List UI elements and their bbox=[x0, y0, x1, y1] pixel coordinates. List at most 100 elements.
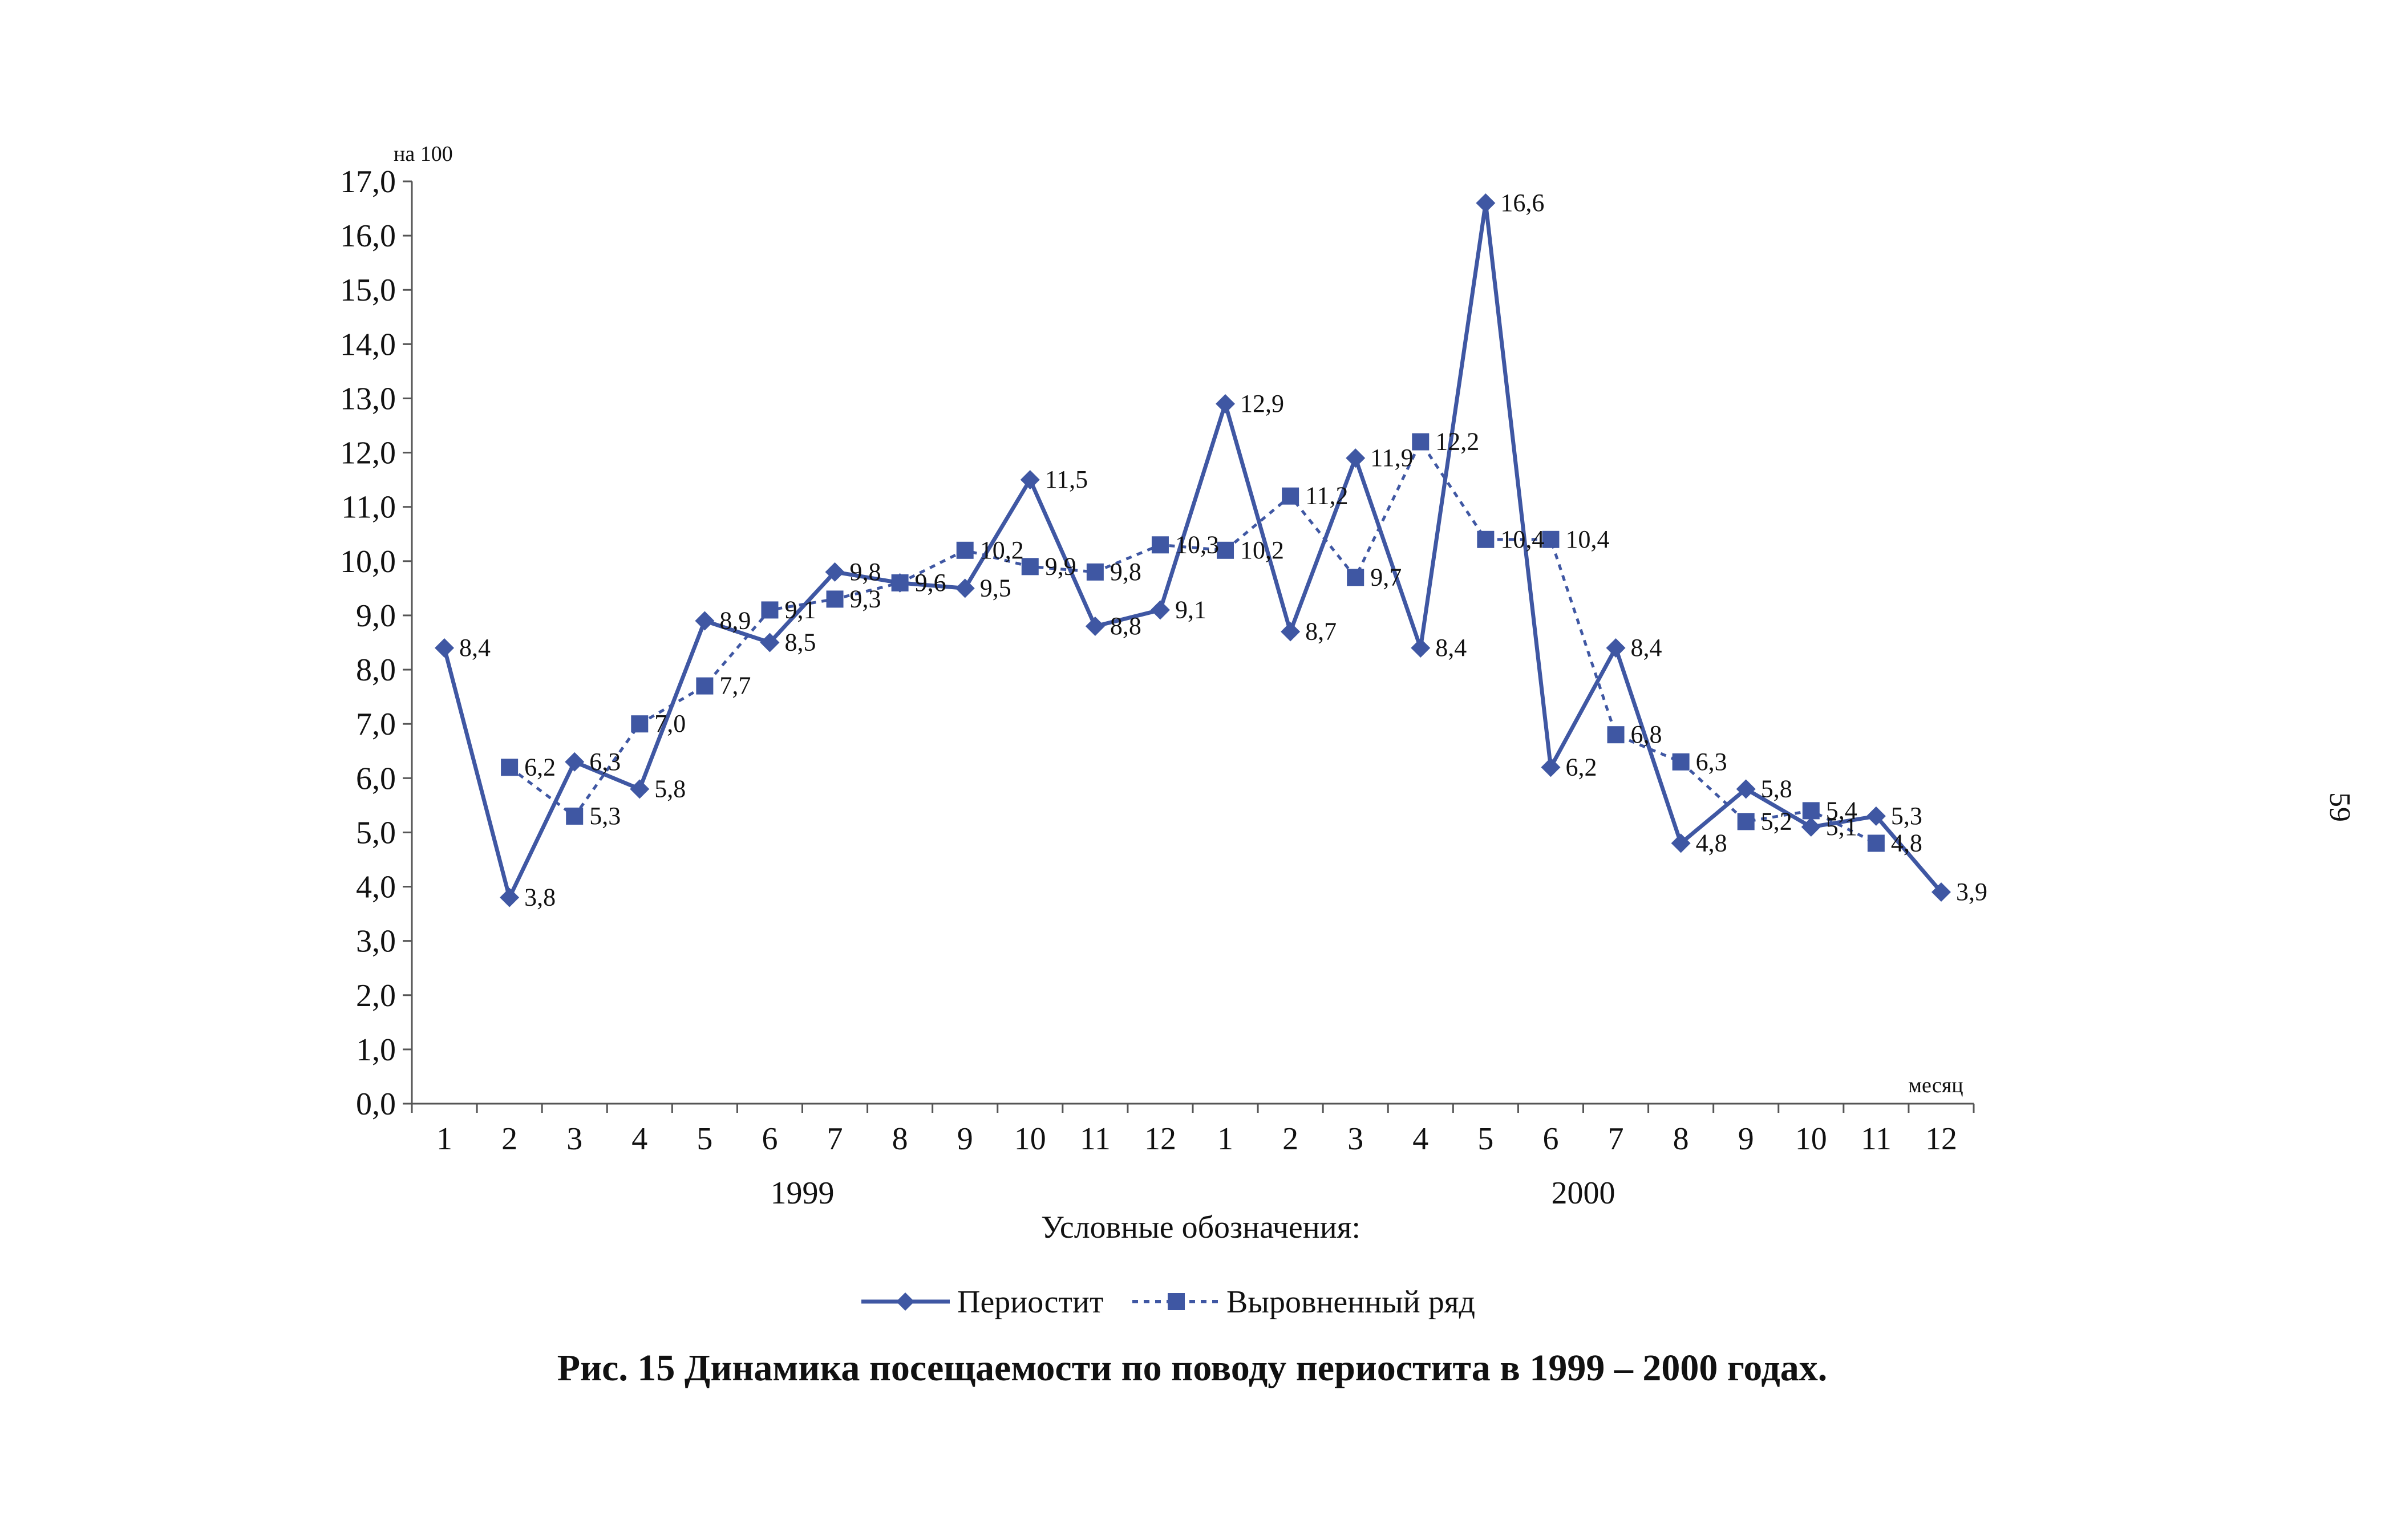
x-tick-label: 5 bbox=[697, 1121, 712, 1157]
data-label-smoothed: 11,2 bbox=[1305, 482, 1348, 510]
data-label-smoothed: 9,6 bbox=[915, 569, 946, 597]
x-tick-label: 2 bbox=[1282, 1121, 1298, 1157]
y-tick-label: 7,0 bbox=[356, 707, 396, 742]
data-label-periostitis: 5,8 bbox=[1761, 775, 1792, 803]
data-point-periostitis bbox=[435, 638, 455, 658]
x-axis-label: месяц bbox=[1908, 1073, 1963, 1097]
data-point-periostitis bbox=[630, 779, 650, 799]
x-tick-label: 8 bbox=[892, 1121, 908, 1157]
chart-axes: 0,01,02,03,04,05,06,07,08,09,010,011,012… bbox=[340, 164, 1975, 1211]
data-point-smoothed bbox=[631, 715, 649, 733]
data-point-smoothed bbox=[891, 574, 909, 591]
y-unit-label: на 100 bbox=[394, 142, 453, 166]
data-label-periostitis: 9,8 bbox=[850, 558, 881, 586]
figure-caption: Рис. 15 Динамика посещаемости по поводу … bbox=[557, 1347, 1827, 1389]
data-label-periostitis: 8,8 bbox=[1110, 612, 1141, 640]
data-label-periostitis: 6,3 bbox=[589, 748, 621, 776]
data-point-periostitis bbox=[825, 562, 845, 582]
data-point-smoothed bbox=[696, 677, 714, 695]
data-label-periostitis: 5,1 bbox=[1826, 813, 1857, 841]
data-point-smoothed bbox=[1672, 753, 1690, 771]
legend-label-smoothed: Выровненный ряд bbox=[1226, 1284, 1475, 1320]
x-tick-label: 11 bbox=[1080, 1121, 1111, 1157]
x-tick-label: 1 bbox=[436, 1121, 452, 1157]
data-point-smoothed bbox=[956, 541, 974, 559]
data-point-periostitis bbox=[1020, 470, 1040, 490]
y-tick-label: 4,0 bbox=[356, 870, 396, 905]
data-label-smoothed: 9,7 bbox=[1370, 563, 1402, 591]
y-tick-label: 11,0 bbox=[341, 490, 396, 525]
data-point-smoothed bbox=[1607, 726, 1625, 744]
x-tick-label: 7 bbox=[827, 1121, 843, 1157]
year-label: 1999 bbox=[771, 1176, 835, 1211]
y-tick-label: 15,0 bbox=[340, 273, 396, 308]
y-tick-label: 6,0 bbox=[356, 761, 396, 796]
data-point-periostitis bbox=[565, 752, 585, 772]
x-tick-label: 5 bbox=[1477, 1121, 1493, 1157]
x-tick-label: 9 bbox=[1738, 1121, 1754, 1157]
data-point-periostitis bbox=[760, 633, 780, 653]
data-point-smoothed bbox=[1021, 558, 1039, 576]
y-tick-label: 0,0 bbox=[356, 1087, 396, 1122]
x-tick-label: 1 bbox=[1217, 1121, 1233, 1157]
x-tick-label: 4 bbox=[1412, 1121, 1428, 1157]
series-line-smoothed bbox=[508, 440, 1877, 845]
data-point-smoothed bbox=[1867, 834, 1885, 852]
data-point-periostitis bbox=[955, 578, 975, 598]
y-tick-label: 10,0 bbox=[340, 544, 396, 579]
data-point-periostitis bbox=[1671, 833, 1691, 853]
x-tick-label: 6 bbox=[1542, 1121, 1558, 1157]
data-label-smoothed: 6,8 bbox=[1631, 720, 1662, 748]
data-point-smoothed bbox=[1737, 813, 1755, 830]
data-label-periostitis: 8,7 bbox=[1305, 617, 1337, 645]
y-tick-label: 14,0 bbox=[340, 327, 396, 362]
data-label-smoothed: 10,2 bbox=[1240, 536, 1284, 564]
x-tick-label: 9 bbox=[957, 1121, 973, 1157]
data-point-periostitis bbox=[1801, 817, 1821, 837]
data-label-periostitis: 8,4 bbox=[1435, 634, 1467, 662]
data-point-periostitis bbox=[1541, 757, 1561, 777]
x-tick-label: 12 bbox=[1144, 1121, 1176, 1157]
data-label-periostitis: 9,5 bbox=[980, 574, 1011, 602]
data-label-smoothed: 7,0 bbox=[654, 710, 686, 737]
data-point-smoothed bbox=[1151, 536, 1169, 554]
y-tick-label: 9,0 bbox=[356, 598, 396, 634]
data-point-smoothed bbox=[1477, 530, 1495, 548]
x-tick-label: 3 bbox=[566, 1121, 582, 1157]
data-label-smoothed: 9,1 bbox=[784, 595, 816, 623]
data-point-smoothed bbox=[1282, 487, 1299, 505]
data-point-smoothed bbox=[761, 601, 779, 619]
data-point-periostitis bbox=[1866, 806, 1886, 826]
x-tick-label: 2 bbox=[501, 1121, 517, 1157]
data-point-periostitis bbox=[1736, 779, 1756, 799]
y-tick-label: 3,0 bbox=[356, 924, 396, 959]
x-tick-label: 10 bbox=[1795, 1121, 1827, 1157]
data-label-periostitis: 11,5 bbox=[1045, 465, 1088, 493]
data-point-periostitis bbox=[1150, 600, 1170, 620]
data-label-smoothed: 5,4 bbox=[1826, 796, 1857, 824]
data-label-periostitis: 8,4 bbox=[459, 634, 491, 662]
data-label-periostitis: 8,4 bbox=[1631, 634, 1662, 662]
data-label-periostitis: 5,8 bbox=[654, 775, 686, 803]
x-tick-label: 7 bbox=[1608, 1121, 1624, 1157]
data-point-periostitis bbox=[1085, 616, 1105, 636]
data-labels: 8,4 3,8 6,3 5,8 8,9 8,5 9,8 9,6 9,5 11,5 8,8 9,1 12,… bbox=[459, 189, 1987, 911]
data-label-periostitis: 11,9 bbox=[1370, 444, 1413, 472]
data-point-smoothed bbox=[1347, 569, 1364, 586]
x-tick-label: 4 bbox=[631, 1121, 647, 1157]
legend-item-periostitis: Периостит bbox=[861, 1284, 1103, 1320]
y-tick-label: 8,0 bbox=[356, 653, 396, 688]
data-point-periostitis bbox=[1281, 622, 1301, 642]
legend-label-periostitis: Периостит bbox=[957, 1284, 1103, 1320]
year-label: 2000 bbox=[1552, 1176, 1615, 1211]
series-line-periostitis bbox=[442, 201, 1943, 900]
data-label-periostitis: 9,1 bbox=[1175, 595, 1206, 623]
series-periostitis bbox=[435, 193, 1951, 907]
data-point-periostitis bbox=[1346, 448, 1366, 468]
data-label-smoothed: 9,8 bbox=[1110, 558, 1141, 586]
y-tick-label: 12,0 bbox=[340, 436, 396, 471]
data-point-periostitis bbox=[1476, 193, 1496, 213]
data-label-periostitis: 8,9 bbox=[719, 606, 751, 634]
legend-title: Условные обозначения: bbox=[1041, 1210, 1360, 1245]
